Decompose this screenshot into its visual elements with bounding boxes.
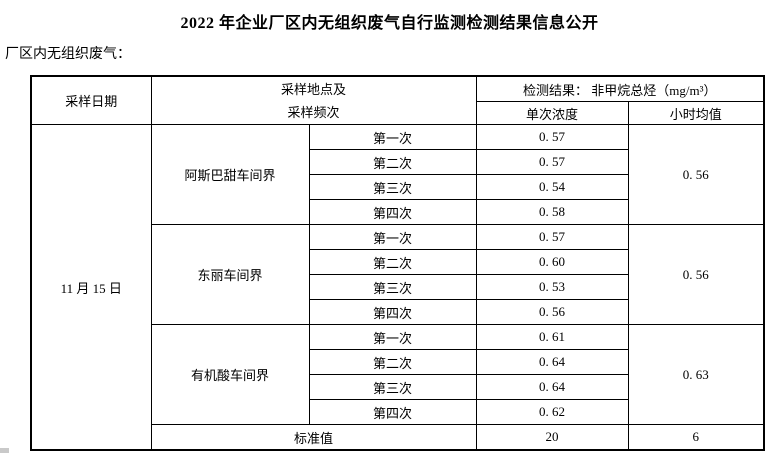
frequency-cell: 第四次 [308,399,477,425]
header-row-1: 采样日期 采样地点及 采样频次 检测结果： 非甲烷总烃（mg/m³） [30,75,765,125]
concentration-cell: 0. 57 [475,124,629,150]
header-hourly-average: 小时均值 [627,101,765,125]
frequency-cell: 第二次 [308,249,477,275]
concentration-cell: 0. 62 [475,399,629,425]
concentration-cell: 0. 58 [475,199,629,225]
concentration-cell: 0. 57 [475,149,629,175]
frequency-cell: 第二次 [308,349,477,375]
frequency-cell: 第三次 [308,374,477,400]
monitoring-results-table: 采样日期 采样地点及 采样频次 检测结果： 非甲烷总烃（mg/m³） 单次浓度 … [30,75,766,451]
table-row: 东丽车间界 第一次 0. 57 0. 56 [31,224,765,325]
header-result: 检测结果： 非甲烷总烃（mg/m³） [475,75,765,102]
hourly-average-cell: 0. 63 [627,324,765,425]
standard-label-cell: 标准值 [150,424,477,451]
standard-value-row: 标准值 20 6 [31,424,765,451]
concentration-cell: 0. 54 [475,174,629,200]
location-cell: 东丽车间界 [150,224,310,325]
standard-hourly-cell: 6 [627,424,765,451]
frequency-cell: 第四次 [308,299,477,325]
table-row: 第三次 0. 53 [31,274,764,300]
concentration-cell: 0. 60 [475,249,629,275]
table-row: 第四次 0. 58 [31,199,764,225]
table-row: 第四次 0. 62 [31,399,764,425]
concentration-cell: 0. 53 [475,274,629,300]
scan-artifact [0,448,9,453]
concentration-cell: 0. 64 [475,374,629,400]
frequency-cell: 第一次 [308,124,477,150]
sampling-date-cell: 11 月 15 日 [30,124,152,451]
frequency-cell: 第三次 [308,274,477,300]
table-row: 第三次 0. 54 [31,174,764,200]
concentration-cell: 0. 56 [475,299,629,325]
table-row: 第二次 0. 64 [31,349,764,375]
frequency-cell: 第二次 [308,149,477,175]
hourly-average-cell: 0. 56 [627,224,765,325]
table-row: 第二次 0. 57 [31,149,764,175]
table-row: 第四次 0. 56 [31,299,764,325]
concentration-cell: 0. 57 [475,224,629,250]
header-location-line2: 采样频次 [287,104,340,120]
hourly-average-cell: 0. 56 [627,124,765,225]
frequency-cell: 第三次 [308,174,477,200]
section-label: 厂区内无组织废气： [5,47,131,62]
location-cell: 阿斯巴甜车间界 [150,124,310,225]
table-row: 第三次 0. 64 [31,374,764,400]
header-location-frequency: 采样地点及 采样频次 [150,75,477,125]
header-single-concentration: 单次浓度 [475,101,629,125]
concentration-cell: 0. 64 [475,349,629,375]
table-row: 有机酸车间界 第一次 0. 61 0. 63 [31,324,765,425]
frequency-cell: 第四次 [308,199,477,225]
concentration-cell: 0. 61 [475,324,629,350]
page-title: 2022 年企业厂区内无组织废气自行监测检测结果信息公开 [180,15,599,32]
standard-single-cell: 20 [475,424,629,451]
table-row: 11 月 15 日 阿斯巴甜车间界 第一次 0. 57 0. 56 [30,124,765,451]
header-location-line1: 采样地点及 [281,81,347,97]
frequency-cell: 第一次 [308,324,477,350]
table-row: 第二次 0. 60 [31,249,764,275]
frequency-cell: 第一次 [308,224,477,250]
location-cell: 有机酸车间界 [150,324,310,425]
header-row-2: 单次浓度 小时均值 [31,101,765,125]
header-sampling-date: 采样日期 [30,75,152,125]
